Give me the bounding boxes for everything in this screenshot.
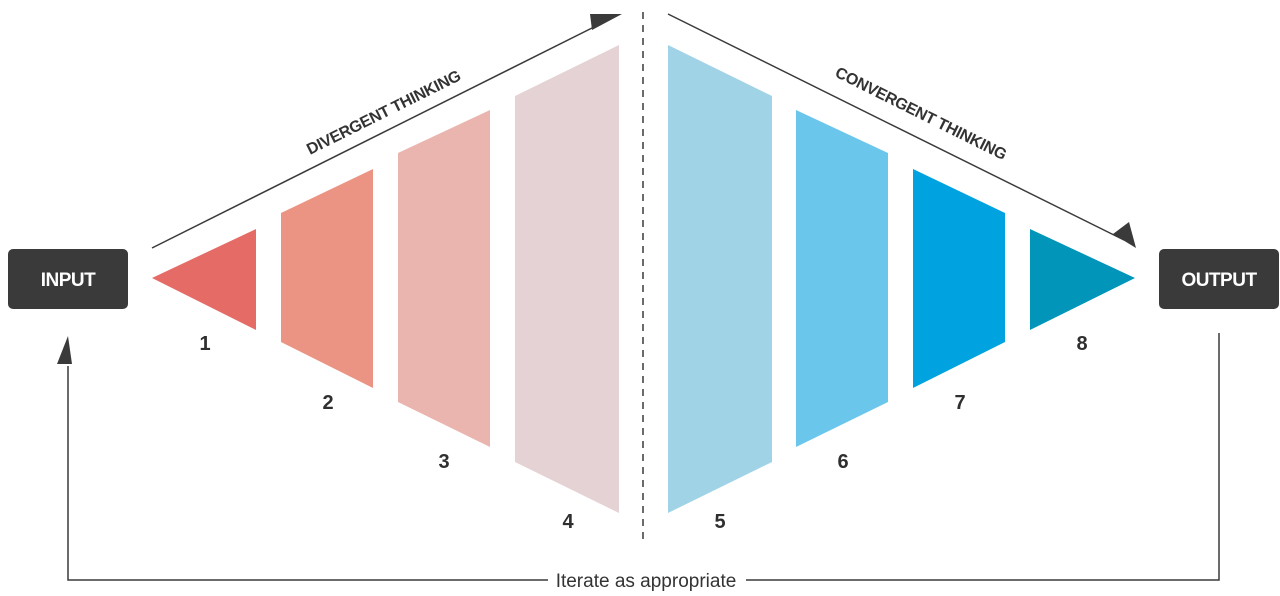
loop-label: Iterate as appropriate bbox=[556, 571, 737, 592]
loop-line-right bbox=[746, 333, 1220, 581]
convergent-line bbox=[667, 13, 1125, 241]
stage-shape-8 bbox=[1030, 229, 1135, 330]
stage-number-6: 6 bbox=[837, 451, 848, 473]
stage-shape-3 bbox=[398, 110, 490, 447]
input-box: INPUT bbox=[8, 249, 128, 309]
stage-number-1: 1 bbox=[199, 333, 210, 355]
output-box: OUTPUT bbox=[1159, 249, 1279, 309]
stage-numbers: 1 2 3 4 5 6 7 8 bbox=[199, 333, 1087, 533]
stage-number-4: 4 bbox=[562, 511, 574, 533]
stage-number-3: 3 bbox=[438, 451, 449, 473]
stage-number-2: 2 bbox=[322, 392, 333, 414]
output-box-bg bbox=[1159, 249, 1279, 309]
loop-arrowhead bbox=[57, 336, 72, 364]
stage-shape-6 bbox=[796, 110, 888, 447]
convergent-arrowhead bbox=[1113, 222, 1136, 248]
stage-shapes bbox=[152, 45, 1135, 513]
stage-number-7: 7 bbox=[954, 392, 965, 414]
loop-line-left bbox=[67, 366, 548, 581]
iteration-loop: Iterate as appropriate bbox=[57, 333, 1220, 592]
stage-shape-1 bbox=[152, 229, 256, 330]
input-box-bg bbox=[8, 249, 128, 309]
stage-number-5: 5 bbox=[714, 511, 725, 533]
stage-shape-2 bbox=[281, 169, 373, 388]
divergent-arrowhead bbox=[590, 14, 622, 30]
stage-shape-4 bbox=[515, 45, 619, 513]
stage-shape-7 bbox=[913, 169, 1005, 388]
output-label: OUTPUT bbox=[1181, 270, 1257, 291]
input-label: INPUT bbox=[41, 270, 96, 291]
stage-number-8: 8 bbox=[1076, 333, 1087, 355]
divergent-line bbox=[151, 17, 613, 249]
stage-shape-5 bbox=[668, 45, 772, 513]
